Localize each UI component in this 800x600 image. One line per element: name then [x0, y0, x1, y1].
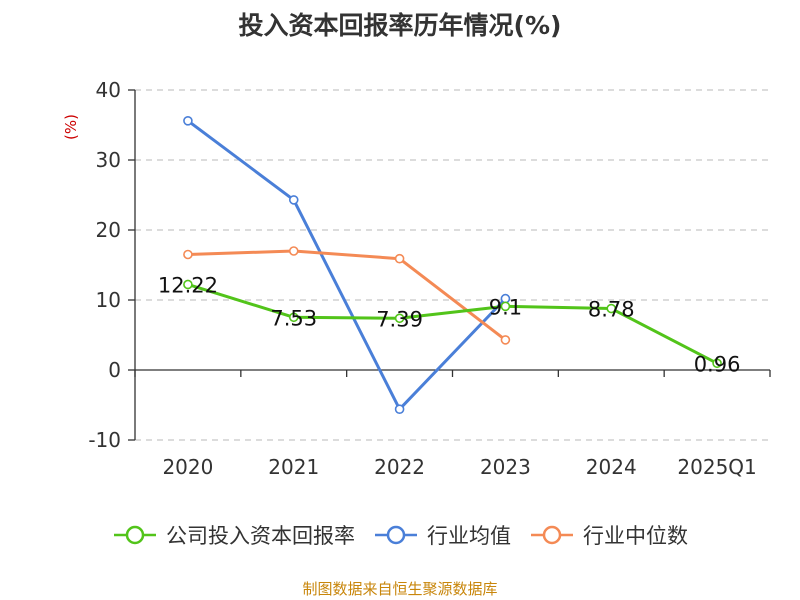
- legend-item: 公司投入资本回报率: [112, 520, 355, 550]
- legend-symbol: [114, 525, 156, 545]
- y-tick-label: 30: [96, 148, 121, 172]
- data-point: [288, 312, 299, 323]
- series-line: [187, 249, 507, 342]
- data-point: [288, 195, 299, 205]
- data-point: [183, 116, 193, 126]
- chart-title: 投入资本回报率历年情况(%): [238, 11, 562, 40]
- data-point: [183, 279, 193, 290]
- data-point: [288, 246, 299, 256]
- data-label: 7.53: [270, 306, 317, 330]
- data-point: [712, 358, 722, 369]
- x-tick-label: 2024: [586, 455, 637, 479]
- x-tick-label: 2021: [268, 455, 319, 479]
- x-tick-label: 2025Q1: [677, 455, 756, 479]
- data-label: 0.96: [694, 352, 741, 376]
- x-tick-label: 2022: [374, 455, 425, 479]
- legend-label: 行业中位数: [583, 524, 688, 548]
- source-note: 制图数据来自恒生聚源数据库: [302, 580, 498, 598]
- legend-symbol: [531, 525, 573, 545]
- data-point: [394, 404, 405, 415]
- data-label: 7.39: [376, 307, 423, 331]
- data-label: 9.1: [489, 295, 522, 319]
- series-industry_avg: [183, 116, 511, 415]
- series-industry_median: [183, 246, 511, 345]
- y-tick-label: -10: [88, 428, 121, 452]
- legend-item: 行业均值: [373, 520, 511, 550]
- y-tick-label: 20: [96, 218, 121, 242]
- y-tick-label: 10: [96, 288, 121, 312]
- legend-label: 公司投入资本回报率: [166, 524, 355, 548]
- y-tick-label: 0: [108, 358, 121, 382]
- legend: 公司投入资本回报率 行业均值 行业中位数: [0, 520, 800, 550]
- data-point: [394, 313, 405, 324]
- series-line: [187, 119, 507, 411]
- series-line: [187, 283, 718, 365]
- data-label: 12.22: [158, 273, 218, 297]
- legend-symbol: [375, 525, 417, 545]
- data-point: [500, 335, 511, 345]
- x-tick-label: 2023: [480, 455, 531, 479]
- data-point: [606, 303, 617, 314]
- legend-label: 行业均值: [427, 524, 511, 548]
- legend-item: 行业中位数: [529, 520, 688, 550]
- y-tick-label: 40: [96, 78, 121, 102]
- data-point: [394, 253, 405, 264]
- series-company: [183, 279, 722, 369]
- data-point: [500, 301, 511, 312]
- y-axis-label: (%): [62, 114, 80, 140]
- data-label: 8.78: [588, 298, 635, 322]
- x-tick-label: 2020: [162, 455, 213, 479]
- data-point: [183, 249, 193, 260]
